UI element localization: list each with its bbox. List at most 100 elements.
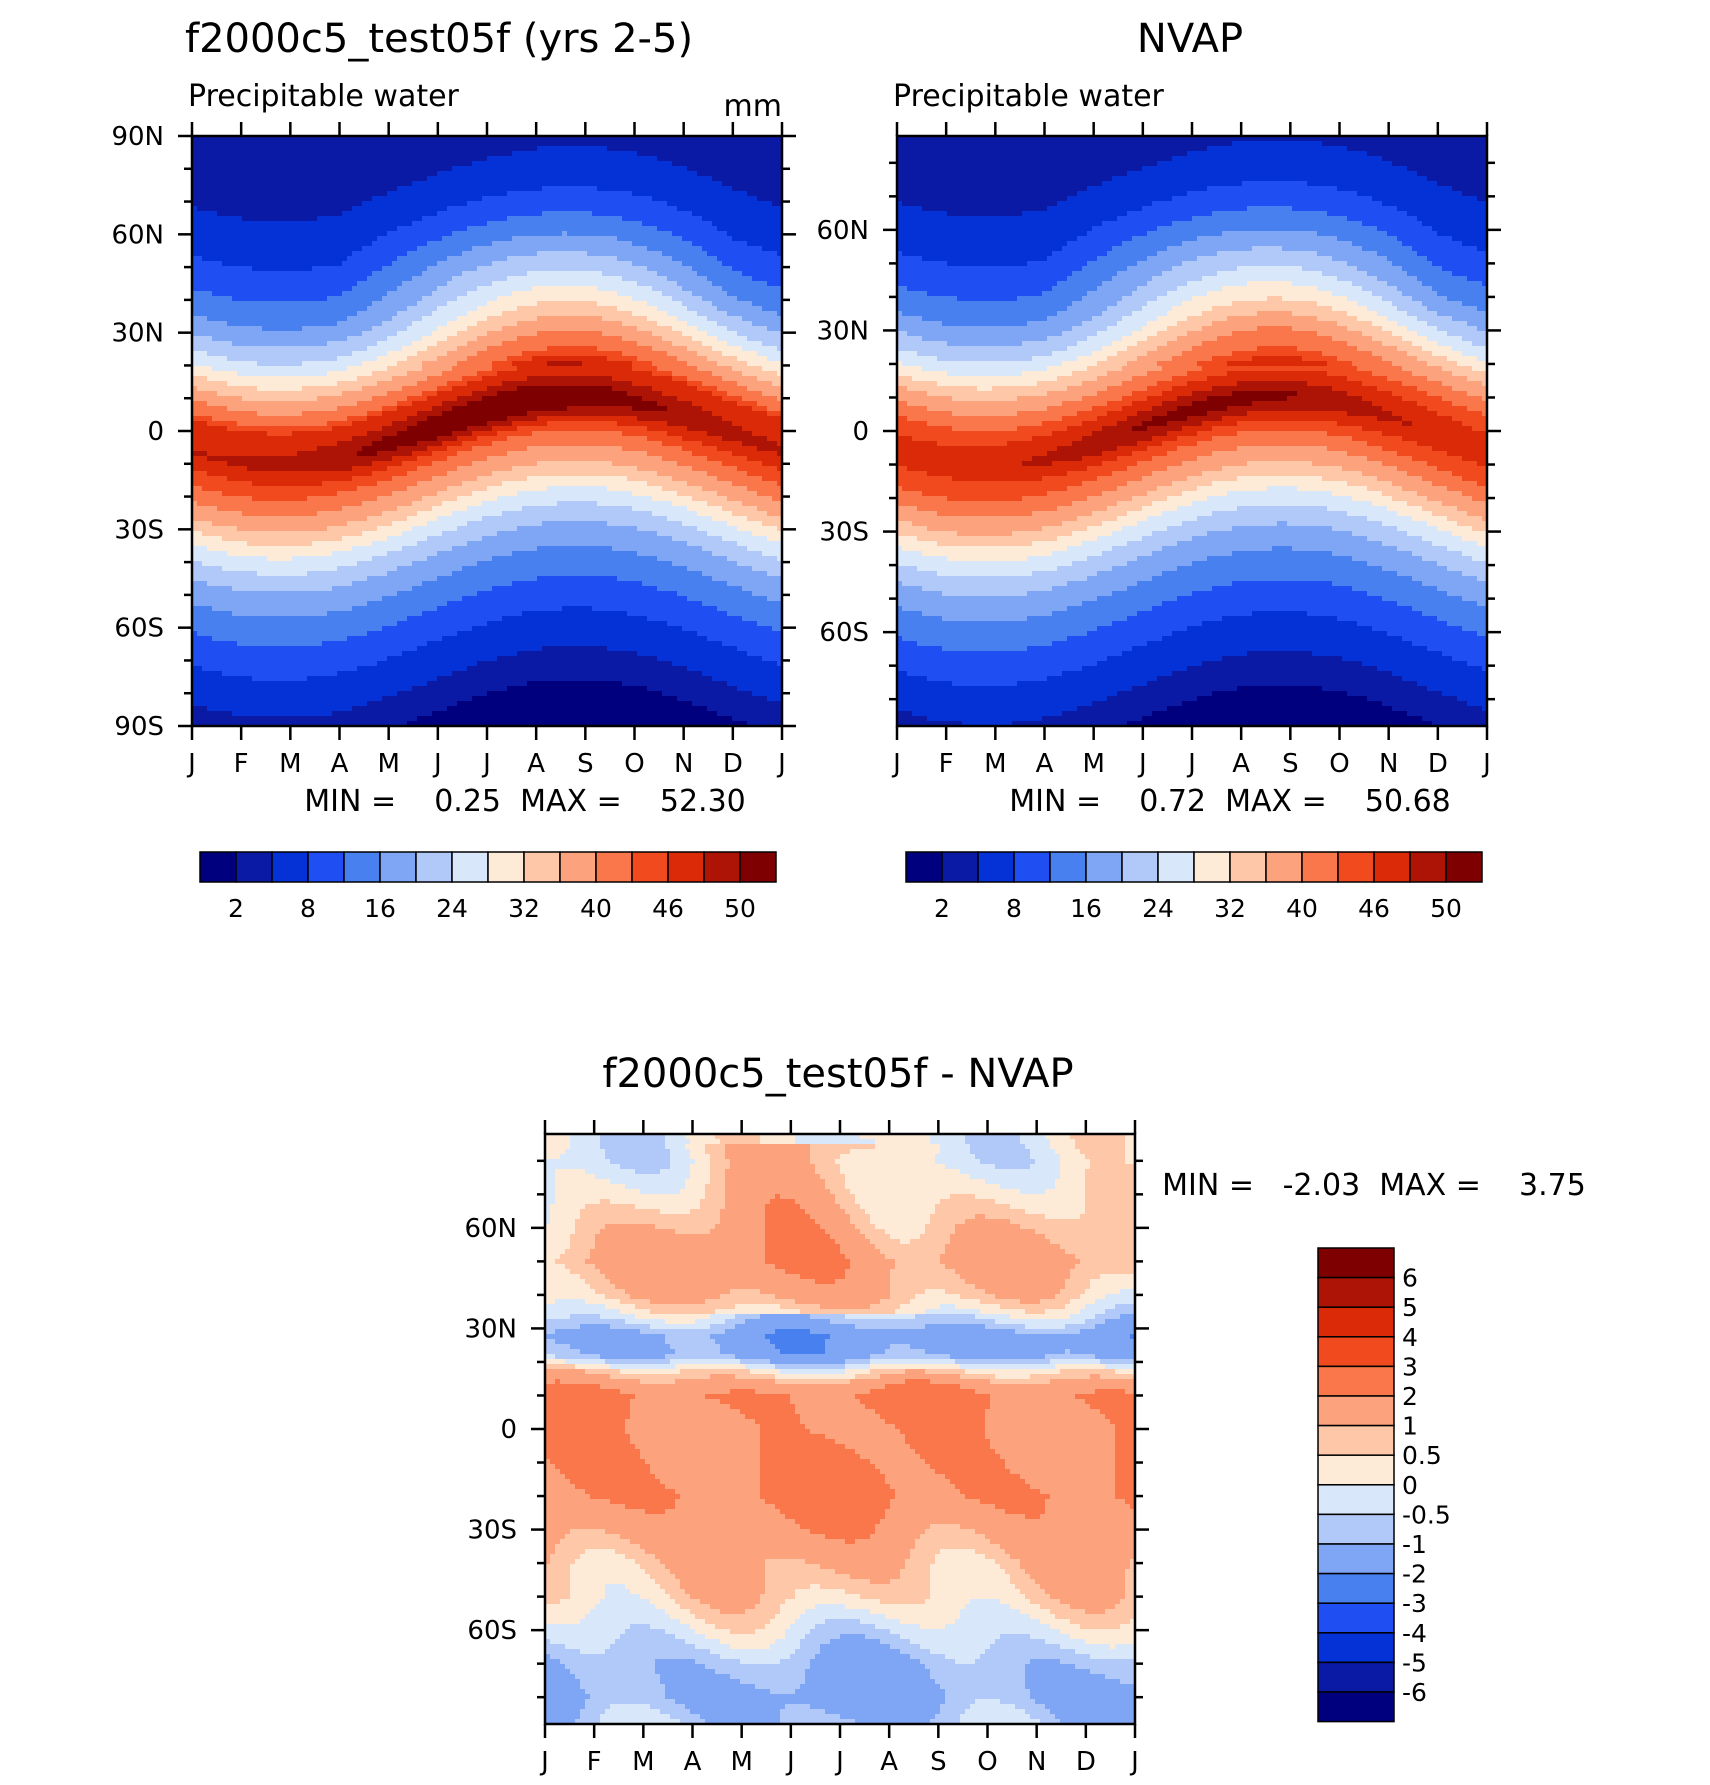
contour-cell [202, 201, 208, 207]
contour-cell [327, 311, 333, 317]
contour-cell [327, 521, 333, 527]
contour-cell [302, 576, 308, 582]
contour-cell [372, 536, 378, 542]
contour-cell [262, 386, 268, 392]
contour-cell [342, 431, 348, 437]
contour-cell [292, 501, 298, 507]
contour-cell [247, 381, 253, 387]
contour-cell [312, 676, 318, 682]
contour-cell [227, 451, 233, 457]
contour-cell [342, 576, 348, 582]
contour-cell [242, 166, 248, 172]
contour-cell [252, 146, 258, 152]
contour-cell [237, 246, 243, 252]
contour-cell [327, 281, 333, 287]
contour-cell [262, 606, 268, 612]
contour-cell [357, 581, 363, 587]
contour-cell [217, 201, 223, 207]
contour-cell [337, 151, 343, 157]
contour-cell [212, 426, 218, 432]
contour-cell [247, 361, 253, 367]
contour-cell [207, 336, 213, 342]
contour-cell [222, 391, 228, 397]
contour-cell [332, 366, 338, 372]
contour-cell [327, 341, 333, 347]
contour-cell [267, 211, 273, 217]
contour-cell [282, 556, 288, 562]
contour-cell [272, 161, 278, 167]
contour-cell [342, 636, 348, 642]
contour-cell [202, 151, 208, 157]
contour-cell [337, 576, 343, 582]
contour-cell [287, 626, 293, 632]
contour-cell [247, 441, 253, 447]
contour-cell [287, 501, 293, 507]
contour-cell [262, 296, 268, 302]
contour-cell [272, 361, 278, 367]
contour-cell [247, 461, 253, 467]
contour-cell [307, 671, 313, 677]
contour-cell [312, 691, 318, 697]
contour-cell [257, 141, 263, 147]
contour-cell [232, 476, 238, 482]
contour-cell [217, 336, 223, 342]
contour-cell [267, 366, 273, 372]
contour-cell [262, 471, 268, 477]
contour-cell [237, 146, 243, 152]
contour-cell [262, 146, 268, 152]
contour-cell [257, 571, 263, 577]
contour-cell [317, 716, 323, 722]
contour-cell [287, 686, 293, 692]
contour-cell [237, 381, 243, 387]
contour-cell [347, 266, 353, 272]
contour-cell [267, 261, 273, 267]
contour-cell [317, 351, 323, 357]
contour-cell [372, 711, 378, 717]
contour-cell [287, 141, 293, 147]
contour-cell [297, 531, 303, 537]
contour-cell [337, 441, 343, 447]
contour-cell [347, 666, 353, 672]
contour-cell [257, 711, 263, 717]
contour-cell [197, 246, 203, 252]
contour-cell [352, 356, 358, 362]
contour-cell [197, 321, 203, 327]
contour-cell [347, 671, 353, 677]
contour-cell [362, 151, 368, 157]
contour-cell [347, 636, 353, 642]
contour-cell [297, 161, 303, 167]
contour-cell [237, 396, 243, 402]
contour-cell [262, 671, 268, 677]
contour-cell [232, 611, 238, 617]
contour-cell [357, 466, 363, 472]
contour-cell [337, 421, 343, 427]
contour-cell [347, 446, 353, 452]
contour-cell [332, 681, 338, 687]
contour-cell [337, 606, 343, 612]
contour-cell [207, 711, 213, 717]
contour-cell [292, 631, 298, 637]
contour-cell [332, 351, 338, 357]
contour-cell [232, 486, 238, 492]
contour-cell [332, 676, 338, 682]
contour-cell [217, 656, 223, 662]
contour-cell [297, 556, 303, 562]
contour-cell [307, 246, 313, 252]
contour-cell [227, 641, 233, 647]
contour-cell [307, 151, 313, 157]
contour-cell [272, 471, 278, 477]
contour-cell [327, 486, 333, 492]
contour-cell [347, 576, 353, 582]
contour-cell [367, 416, 373, 422]
contour-cell [252, 606, 258, 612]
contour-cell [372, 331, 378, 337]
contour-cell [362, 281, 368, 287]
contour-cell [247, 636, 253, 642]
contour-cell [337, 276, 343, 282]
contour-cell [372, 321, 378, 327]
contour-cell [292, 231, 298, 237]
contour-cell [222, 281, 228, 287]
contour-cell [307, 286, 313, 292]
contour-cell [222, 196, 228, 202]
contour-cell [247, 366, 253, 372]
